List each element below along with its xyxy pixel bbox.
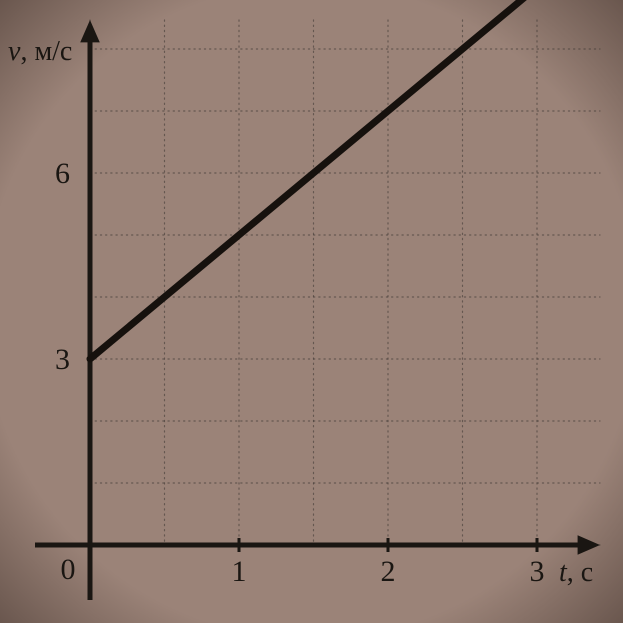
x-axis-label: t, с [559,557,593,588]
x-tick-label: 1 [232,555,247,588]
x-tick-label: 2 [381,555,396,588]
chart-background [0,0,623,623]
x-tick-label: 3 [530,555,545,588]
y-tick-label: 6 [55,157,70,190]
velocity-time-chart: 0 1 2 3 3 6 9 v, м/с t, с [0,0,623,623]
y-axis-label: v, м/с [8,36,72,67]
origin-label: 0 [61,553,76,586]
y-tick-label: 9 [55,0,70,4]
y-tick-label: 3 [55,343,70,376]
